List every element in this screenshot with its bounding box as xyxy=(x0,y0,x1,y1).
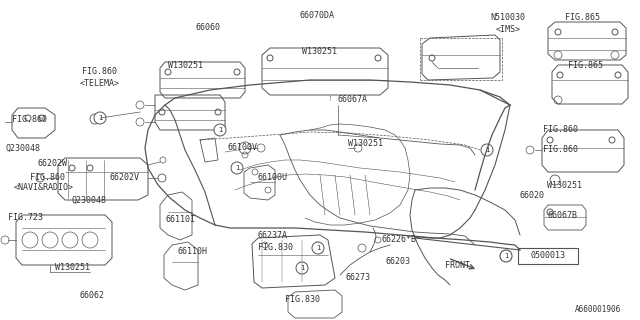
Text: FRONT: FRONT xyxy=(445,260,470,269)
Text: FIG.865: FIG.865 xyxy=(568,60,603,69)
Text: 66070DA: 66070DA xyxy=(300,11,335,20)
Text: 1: 1 xyxy=(218,127,222,133)
Text: Q230048: Q230048 xyxy=(72,196,107,204)
Text: 66202V: 66202V xyxy=(110,172,140,181)
Text: W130251: W130251 xyxy=(55,263,90,273)
Text: 66110H: 66110H xyxy=(178,247,208,257)
Text: 66203: 66203 xyxy=(385,258,410,267)
Bar xyxy=(518,248,578,264)
Text: W130251: W130251 xyxy=(168,60,203,69)
Text: W130251: W130251 xyxy=(348,139,383,148)
Text: FIG.865: FIG.865 xyxy=(565,13,600,22)
Text: A660001906: A660001906 xyxy=(575,306,621,315)
Circle shape xyxy=(231,162,243,174)
Text: 1: 1 xyxy=(484,147,489,153)
Text: 66067B: 66067B xyxy=(548,211,578,220)
Circle shape xyxy=(312,242,324,254)
Text: 1: 1 xyxy=(316,245,320,251)
Text: N510030: N510030 xyxy=(490,13,525,22)
Circle shape xyxy=(500,250,512,262)
Text: FIG.860: FIG.860 xyxy=(82,68,117,76)
Text: Q230048: Q230048 xyxy=(5,143,40,153)
Text: 66273: 66273 xyxy=(345,274,370,283)
Text: 1: 1 xyxy=(300,265,304,271)
Text: 66226*B: 66226*B xyxy=(382,236,417,244)
Text: W130251: W130251 xyxy=(302,47,337,57)
Text: 66110I: 66110I xyxy=(165,215,195,225)
Text: 66067A: 66067A xyxy=(338,95,368,105)
Text: 1: 1 xyxy=(98,115,102,121)
Circle shape xyxy=(296,262,308,274)
Circle shape xyxy=(94,112,106,124)
Text: 0500013: 0500013 xyxy=(531,252,566,260)
Text: 66100V: 66100V xyxy=(228,143,258,153)
Text: 66202W: 66202W xyxy=(38,158,68,167)
Circle shape xyxy=(214,124,226,136)
Text: 1: 1 xyxy=(235,165,239,171)
Text: W130251: W130251 xyxy=(547,180,582,189)
Text: 1: 1 xyxy=(504,253,508,259)
Text: 66060: 66060 xyxy=(195,23,220,33)
Text: FIG.723: FIG.723 xyxy=(8,213,43,222)
Text: 66062: 66062 xyxy=(80,291,105,300)
Text: 66237A: 66237A xyxy=(258,231,288,241)
Text: <NAVI&RADIO>: <NAVI&RADIO> xyxy=(14,183,74,193)
Text: FIG.830: FIG.830 xyxy=(258,243,293,252)
Text: 66020: 66020 xyxy=(520,191,545,201)
Text: <TELEMA>: <TELEMA> xyxy=(80,78,120,87)
Text: FIG.860: FIG.860 xyxy=(543,146,578,155)
Text: FIG.860: FIG.860 xyxy=(12,116,47,124)
Text: 66100U: 66100U xyxy=(258,173,288,182)
Text: FIG.860: FIG.860 xyxy=(30,172,65,181)
Text: FIG.830: FIG.830 xyxy=(285,295,320,305)
Text: <IMS>: <IMS> xyxy=(496,25,521,34)
Text: FIG.860: FIG.860 xyxy=(543,125,578,134)
Circle shape xyxy=(481,144,493,156)
